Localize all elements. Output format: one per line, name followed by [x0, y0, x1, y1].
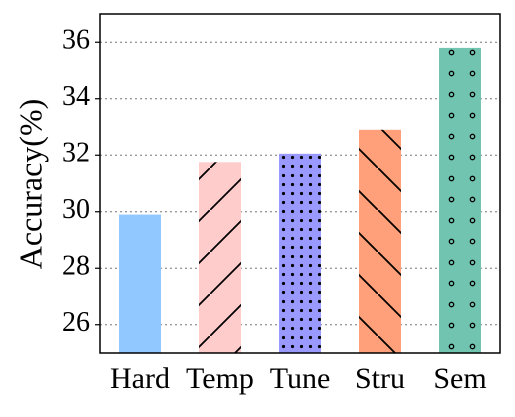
x-tick-label: Stru — [355, 362, 405, 395]
x-tick-label: Temp — [186, 362, 254, 395]
bar-hatch — [359, 129, 401, 353]
bar-hatch — [279, 153, 321, 353]
x-tick-label: Tune — [270, 362, 331, 395]
bar — [119, 214, 161, 353]
y-tick-label: 26 — [62, 307, 90, 338]
y-tick-label: 30 — [62, 194, 90, 225]
bar-hatch — [199, 162, 241, 353]
y-tick-label: 34 — [62, 81, 90, 112]
y-tick-label: 36 — [62, 25, 90, 56]
bar-hatch — [439, 47, 481, 354]
plot-frame — [99, 13, 501, 354]
y-tick-label: 32 — [62, 138, 90, 169]
y-axis-label: Accuracy(%) — [12, 99, 48, 270]
x-tick-label: Sem — [433, 362, 486, 395]
y-tick-label: 28 — [62, 251, 90, 282]
x-tick-label: Hard — [110, 362, 170, 395]
